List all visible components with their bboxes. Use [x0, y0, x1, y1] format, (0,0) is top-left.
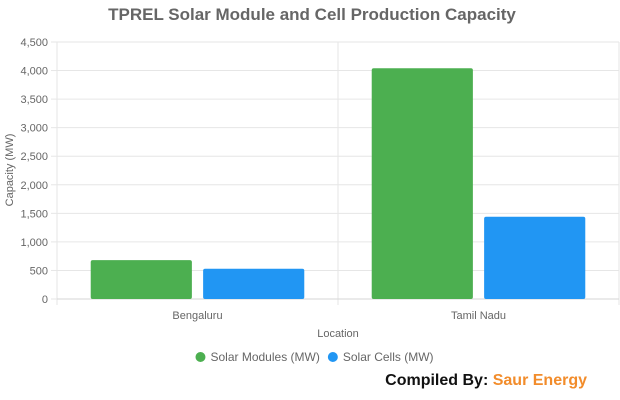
bar-1-0[interactable] — [203, 268, 305, 299]
legend-item[interactable]: Solar Cells (MW) — [327, 350, 434, 364]
y-tick-label: 2,000 — [20, 180, 48, 192]
credit-brand: Saur Energy — [492, 372, 587, 389]
legend-swatch — [195, 352, 206, 362]
y-axis-label: Capacity (MW) — [4, 134, 16, 207]
chart-title: TPREL Solar Module and Cell Production C… — [108, 5, 516, 24]
legend-label: Solar Cells (MW) — [343, 350, 434, 364]
y-tick-label: 4,500 — [20, 37, 48, 49]
y-tick-label: 3,000 — [20, 123, 48, 135]
y-axis-ticks: 0 500 1,000 1,500 2,000 2,500 3,000 3,500 4,000 4… — [20, 37, 48, 306]
legend-swatch — [327, 352, 338, 362]
credit-line: Compiled By: Saur Energy — [385, 372, 587, 390]
y-tick-label: 0 — [42, 294, 48, 306]
bars — [90, 68, 586, 299]
bar-0-0[interactable] — [90, 260, 192, 299]
credit-label: Compiled By: — [385, 372, 489, 389]
x-axis-label: Location — [317, 328, 359, 340]
x-tick-label: Bengaluru — [172, 310, 222, 322]
legend-label: Solar Modules (MW) — [210, 350, 319, 364]
y-tick-label: 2,500 — [20, 151, 48, 163]
y-tick-label: 500 — [30, 265, 48, 277]
x-tick-label: Tamil Nadu — [451, 310, 506, 322]
y-tick-label: 1,500 — [20, 208, 48, 220]
y-tick-label: 1,000 — [20, 237, 48, 249]
legend-item[interactable]: Solar Modules (MW) — [195, 350, 320, 364]
legend[interactable]: Solar Modules (MW) Solar Cells (MW) — [195, 350, 434, 364]
y-tick-label: 4,000 — [20, 66, 48, 78]
bar-0-1[interactable] — [371, 68, 473, 299]
x-axis-ticks: Bengaluru Tamil Nadu — [172, 310, 506, 322]
y-tick-label: 3,500 — [20, 94, 48, 106]
bar-1-1[interactable] — [484, 216, 586, 299]
